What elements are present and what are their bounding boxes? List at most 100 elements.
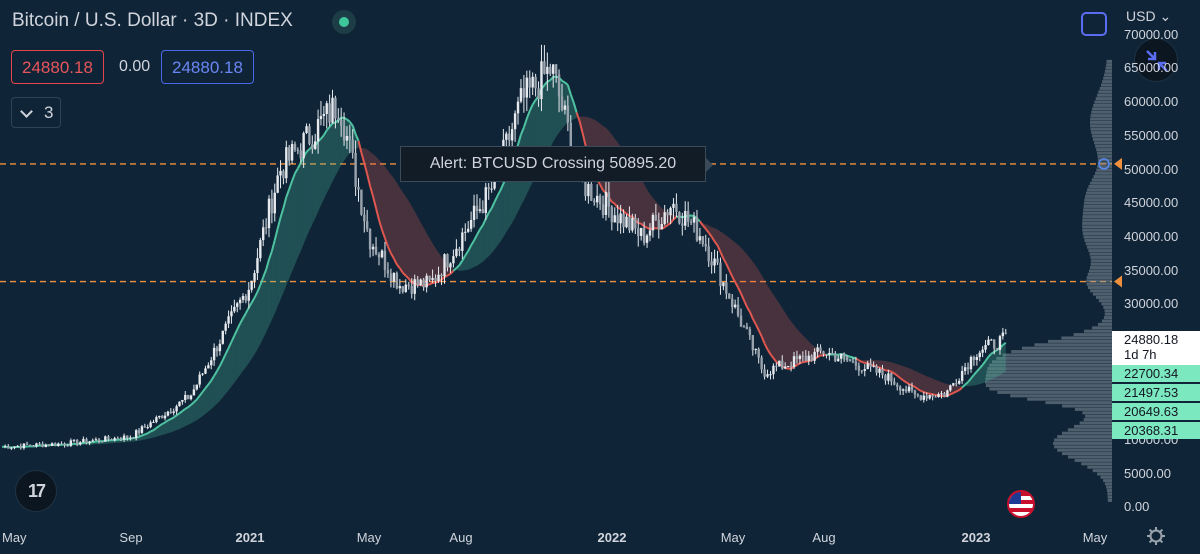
band-segment (770, 290, 774, 359)
candle-body (63, 443, 66, 446)
candle-body (516, 101, 520, 114)
candle-body (719, 262, 722, 287)
band-segment (286, 189, 290, 286)
volume-profile-bar (1083, 208, 1112, 212)
fast-ma-segment (357, 140, 363, 153)
candle-body (85, 438, 88, 444)
candle-body (848, 360, 852, 362)
sell-button[interactable]: 24880.18 (11, 50, 104, 84)
fast-ma-segment (455, 264, 461, 269)
band-segment (306, 149, 310, 237)
alert-marker-icon[interactable] (1114, 275, 1122, 288)
market-status-icon[interactable] (332, 10, 356, 34)
band-segment (251, 297, 255, 359)
candle-body (75, 439, 79, 445)
band-segment (228, 341, 232, 391)
gear-icon[interactable] (1146, 526, 1166, 546)
candle-body (230, 311, 233, 317)
fast-ma-segment (575, 112, 581, 122)
volume-profile-bar (1089, 120, 1112, 124)
volume-profile-bar (1068, 455, 1112, 459)
fast-ma-segment (520, 127, 525, 135)
candle-body (639, 227, 643, 236)
price-tick-label: 55000.00 (1124, 128, 1179, 143)
alert-bell-icon[interactable] (1098, 158, 1110, 170)
band-segment (500, 183, 504, 242)
volume-profile-bar (1061, 431, 1112, 435)
fullscreen-icon[interactable] (1078, 8, 1108, 38)
volume-profile-bar (1094, 141, 1112, 145)
fast-ma-segment (170, 416, 175, 420)
fast-ma-segment (161, 421, 166, 425)
candle-body (760, 357, 763, 370)
band-segment (243, 313, 246, 371)
volume-profile-bar (1067, 428, 1112, 432)
band-segment (274, 228, 278, 314)
fast-ma-segment (268, 250, 273, 260)
volume-profile-bar (1106, 489, 1112, 492)
band-segment (405, 196, 409, 279)
candle-body (837, 358, 840, 362)
volume-profile-bar (989, 363, 1112, 367)
candle-body (264, 227, 268, 229)
candle-body (449, 263, 452, 268)
volume-profile-bar (1101, 319, 1112, 323)
band-segment (280, 207, 284, 300)
fast-ma-segment (984, 356, 990, 362)
band-segment (370, 151, 374, 197)
volume-profile-bar (1082, 218, 1112, 222)
fast-ma-segment (349, 121, 354, 127)
alert-markers[interactable] (1098, 157, 1122, 288)
band-segment (193, 399, 197, 422)
candle-body (72, 439, 76, 441)
candle-body (660, 224, 663, 230)
fast-ma-segment (193, 398, 198, 404)
volume-profile-bar (1104, 312, 1112, 316)
volume-profile-bar (1073, 424, 1112, 428)
us-flag-icon[interactable] (1007, 490, 1035, 518)
volume-profile-bar (991, 360, 1112, 364)
volume-profile-bar (1092, 469, 1112, 473)
band-segment (170, 417, 174, 433)
candle-body (32, 445, 35, 447)
candle-body (322, 113, 326, 117)
band-segment (758, 270, 762, 337)
time-tick-label: May (1082, 530, 1108, 545)
fast-ma-segment (221, 353, 227, 361)
indicators-toggle-button[interactable]: 3 (11, 97, 61, 128)
candle-body (7, 446, 10, 449)
candle-body (192, 389, 196, 396)
currency-select[interactable]: USD ⌄ (1126, 8, 1171, 25)
candle-body (224, 323, 227, 331)
buy-button[interactable]: 24880.18 (161, 50, 254, 84)
volume-profile-bar (1092, 107, 1112, 111)
time-tick-label: May (356, 530, 382, 545)
fast-ma-segment (239, 317, 244, 324)
candle-body (404, 284, 407, 292)
volume-profile-bar (1095, 144, 1112, 148)
band-segment (393, 178, 397, 265)
alert-marker-icon[interactable] (1114, 157, 1122, 170)
fast-ma-segment (566, 84, 572, 95)
band-segment (988, 353, 992, 381)
candle-body (461, 232, 464, 251)
band-segment (547, 80, 551, 154)
candle-body (389, 273, 393, 282)
band-segment (891, 362, 895, 374)
symbol-title[interactable]: Bitcoin / U.S. Dollar · 3D · INDEX (12, 10, 293, 31)
fast-ma-segment (201, 387, 207, 393)
candle-body (383, 250, 387, 270)
candle-body (645, 235, 649, 243)
candle-body (313, 141, 317, 149)
candle-body (728, 293, 731, 299)
candle-body (181, 399, 184, 402)
candle-body (259, 240, 262, 259)
collapse-arrows-icon[interactable] (1134, 38, 1178, 82)
volume-profile-bar (1095, 97, 1112, 101)
band-segment (879, 360, 883, 369)
tradingview-logo[interactable]: 17 (15, 470, 57, 512)
band-segment (414, 211, 418, 285)
candle-body (288, 147, 291, 161)
fast-ma-segment (141, 433, 146, 437)
